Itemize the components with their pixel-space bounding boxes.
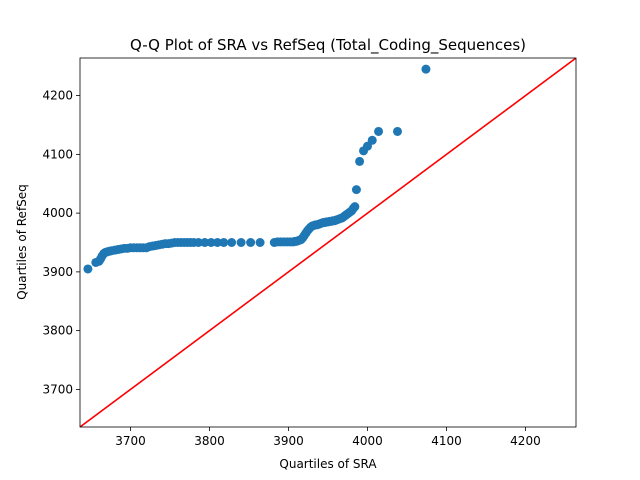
y-tick-label: 4000 — [42, 206, 73, 220]
y-axis-title: Quartiles of RefSeq — [15, 184, 29, 300]
data-point — [219, 238, 229, 247]
data-point — [350, 202, 360, 212]
x-tick-label: 4000 — [352, 434, 383, 448]
data-point — [367, 135, 377, 145]
data-point — [206, 238, 216, 247]
axes: 3700 3800 3900 4000 4100 4200 3700 3800 3900 4000… — [42, 57, 577, 448]
data-point — [393, 126, 402, 136]
data-point — [374, 126, 384, 136]
y-tick-label: 3900 — [42, 265, 73, 279]
y-tick-label: 4100 — [42, 147, 73, 161]
y-tick-label: 4200 — [42, 89, 73, 103]
x-tick-label: 3900 — [273, 434, 304, 448]
data-point — [255, 238, 265, 247]
x-tick-label: 3800 — [194, 434, 225, 448]
x-tick-label: 3700 — [115, 434, 146, 448]
data-point — [355, 156, 365, 166]
data-point — [236, 238, 246, 247]
data-point — [421, 64, 431, 74]
data-point — [246, 238, 256, 247]
y-tick-label: 3700 — [42, 382, 73, 396]
data-point — [212, 238, 222, 247]
data-point — [200, 238, 210, 247]
data-point — [351, 185, 361, 195]
data-point — [193, 238, 203, 247]
x-axis-title: Quartiles of SRA — [279, 457, 377, 471]
axes-frame — [79, 57, 577, 428]
plot-area — [80, 58, 576, 427]
reference-line — [80, 58, 576, 427]
x-tick-label: 4100 — [431, 434, 462, 448]
data-point — [227, 238, 237, 247]
y-tick-label: 3800 — [42, 324, 73, 338]
data-point — [83, 264, 93, 274]
x-tick-label: 4200 — [510, 434, 541, 448]
chart-title: Q-Q Plot of SRA vs RefSeq (Total_Coding_… — [130, 36, 526, 55]
